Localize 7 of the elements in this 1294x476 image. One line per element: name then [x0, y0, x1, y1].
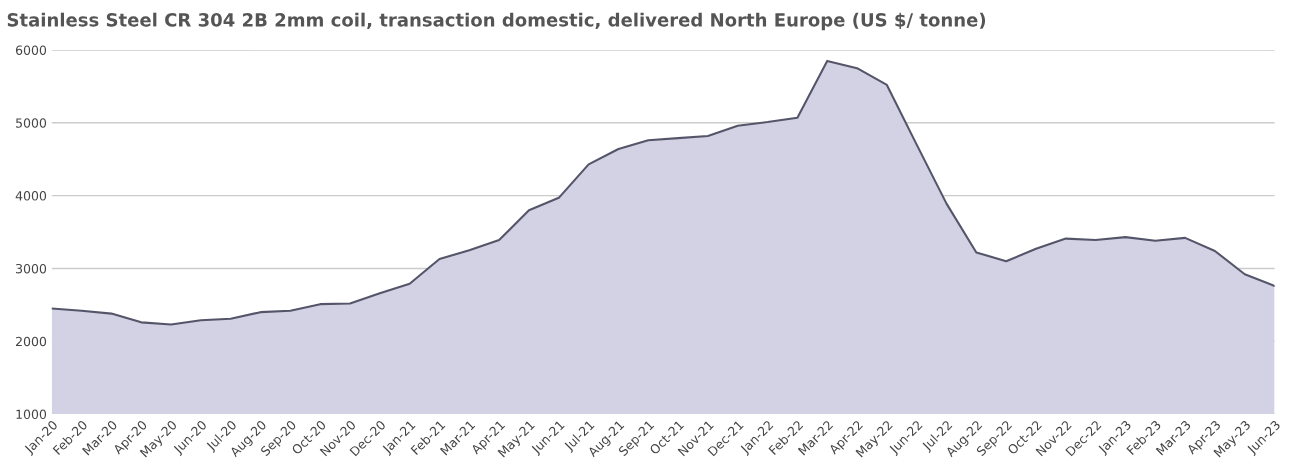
y-tick-label: 3000	[16, 263, 47, 274]
chart-title: Stainless Steel CR 304 2B 2mm coil, transaction domestic, delivered North Europe (US $/ tonne)	[7, 12, 986, 31]
y-tick-label: 1000	[16, 409, 47, 420]
y-tick-label: 4000	[15, 191, 47, 201]
y-tick-label: 6000	[15, 45, 47, 55]
y-tick-label: 5000	[16, 118, 47, 128]
y-tick-label: 2000	[16, 336, 47, 347]
